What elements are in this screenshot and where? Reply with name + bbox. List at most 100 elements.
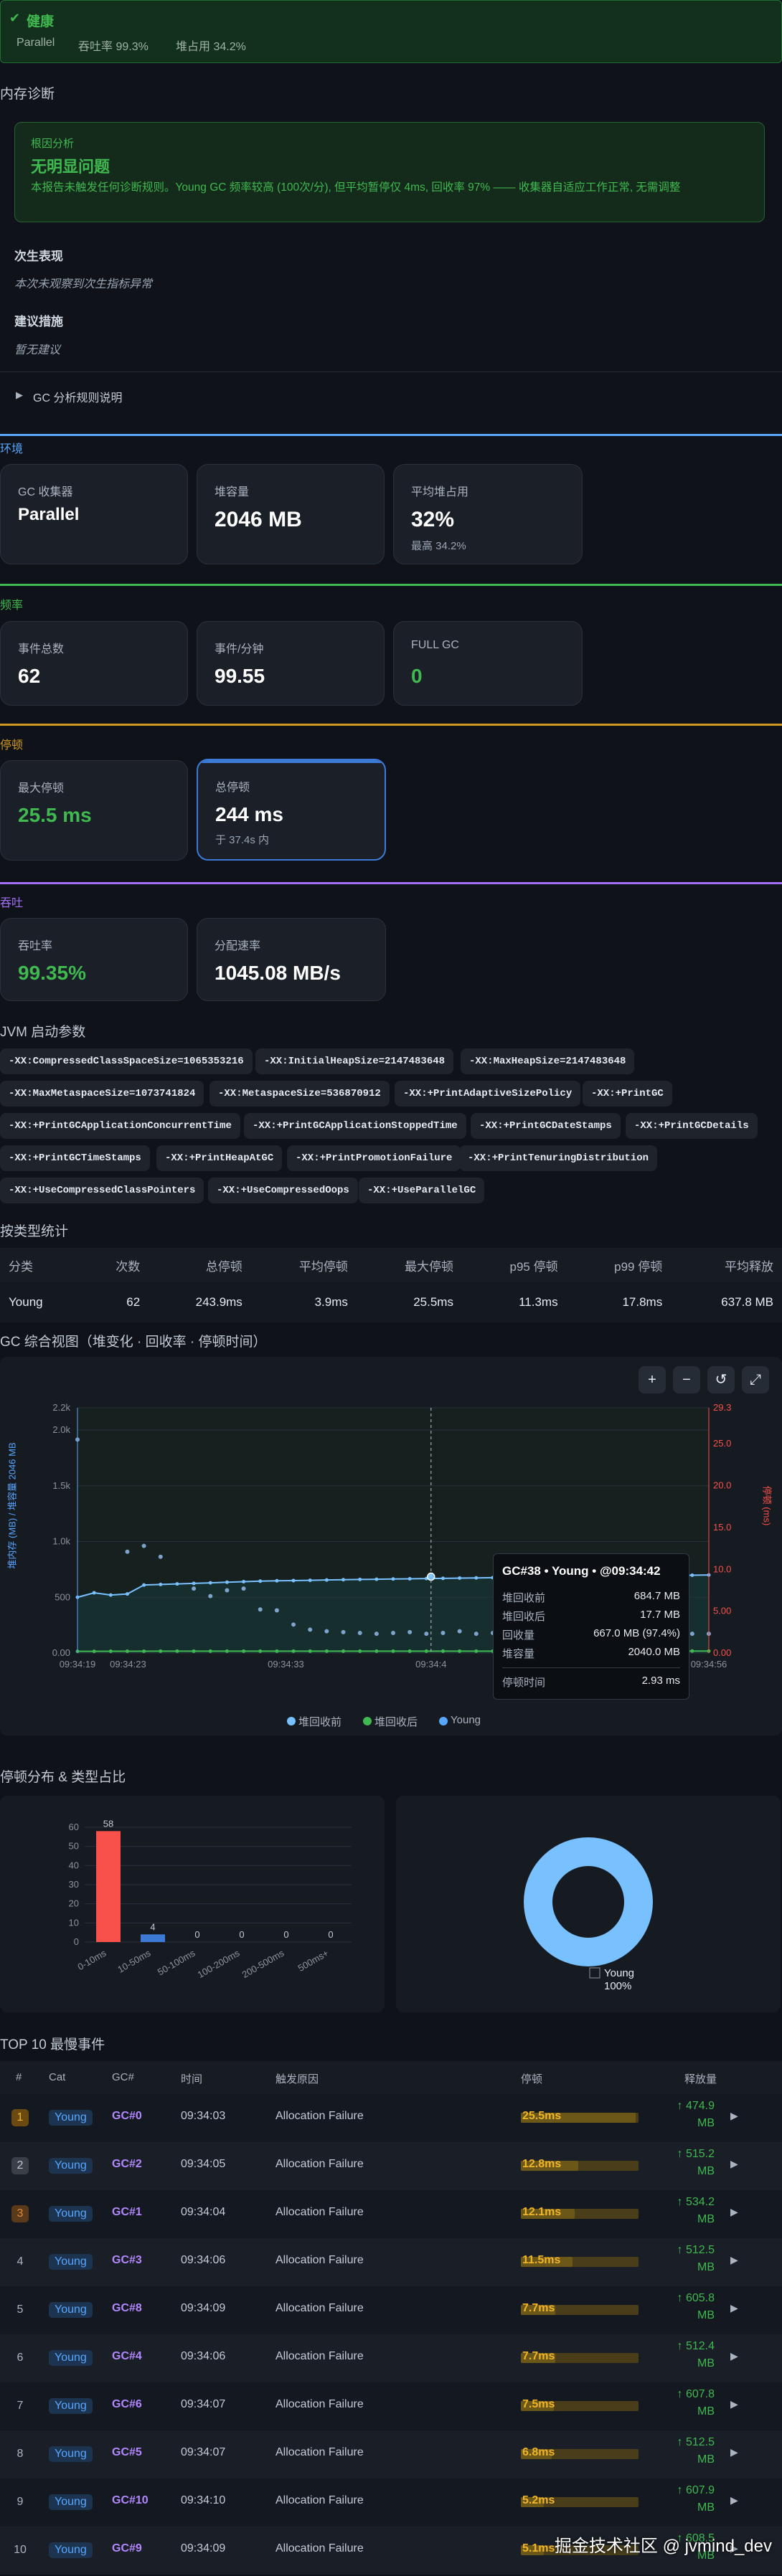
table-row[interactable]: 1 Young GC#0 09:34:03 Allocation Failure 25.5… bbox=[0, 2094, 782, 2142]
expand-icon[interactable]: ▶ bbox=[730, 2350, 738, 2362]
gc-id[interactable]: GC#10 bbox=[112, 2494, 149, 2506]
event-time: 09:34:10 bbox=[181, 2494, 226, 2506]
gc-id[interactable]: GC#6 bbox=[112, 2398, 142, 2410]
young-pause-point bbox=[274, 1608, 279, 1613]
health-title: 健康 bbox=[27, 14, 55, 29]
gc-id[interactable]: GC#0 bbox=[112, 2110, 142, 2122]
expand-icon[interactable]: ▶ bbox=[730, 2542, 738, 2554]
gc-id[interactable]: GC#4 bbox=[112, 2350, 142, 2362]
expand-icon[interactable]: ▶ bbox=[730, 2398, 738, 2410]
heap-after-point bbox=[175, 1649, 179, 1653]
young-pause-point bbox=[141, 1543, 146, 1548]
expand-icon[interactable]: ▶ bbox=[730, 2446, 738, 2458]
table-header-row: 分类 次数 总停顿 平均停顿 最大停顿 p95 停顿 p99 停顿 平均释放 bbox=[0, 1248, 782, 1282]
young-pause-point bbox=[391, 1630, 395, 1635]
legend-dot-young bbox=[439, 1717, 448, 1725]
expand-icon[interactable]: ▶ bbox=[730, 2110, 738, 2121]
young-pause-point bbox=[225, 1588, 230, 1593]
event-cause: Allocation Failure bbox=[275, 2158, 364, 2170]
heap-after-point bbox=[358, 1649, 362, 1653]
table-header: 触发原因 bbox=[275, 2073, 319, 2085]
metric-value: 1045.08 MB/s bbox=[215, 962, 341, 984]
bar-value-label: 0 bbox=[194, 1929, 199, 1940]
table-row[interactable]: 6 Young GC#4 09:34:06 Allocation Failure 7.7m… bbox=[0, 2334, 782, 2382]
table-row[interactable]: 7 Young GC#6 09:34:07 Allocation Failure 7.5m… bbox=[0, 2382, 782, 2430]
fullscreen-button[interactable]: ⤢ bbox=[742, 1366, 769, 1393]
expand-icon[interactable]: ▶ bbox=[730, 2158, 738, 2169]
gc-id[interactable]: GC#1 bbox=[112, 2206, 142, 2218]
pause-value: 5.2ms bbox=[522, 2494, 555, 2506]
expand-icon[interactable]: ▶ bbox=[730, 2494, 738, 2506]
reset-zoom-button[interactable]: ↺ bbox=[707, 1366, 735, 1393]
rules-toggle[interactable]: ▶ GC 分析规则说明 bbox=[0, 371, 782, 420]
freed-value: ↑ 607.9 bbox=[677, 2484, 715, 2496]
x-tick-label: 500ms+ bbox=[296, 1948, 331, 1974]
metric-label: 最大停顿 bbox=[18, 782, 65, 795]
event-time: 09:34:04 bbox=[181, 2206, 226, 2218]
y-tick-label: 40 bbox=[69, 1860, 79, 1870]
pause-bar-chart[interactable]: 0 10 20 30 40 50 60 58 0-10ms 4 10-50ms 0 50-100ms 0 1… bbox=[0, 1796, 385, 2012]
pause-card-total[interactable]: 总停顿 244 ms 于 37.4s 内 bbox=[197, 759, 386, 861]
table-row[interactable]: 3 Young GC#1 09:34:04 Allocation Failure 12.1… bbox=[0, 2190, 782, 2238]
gc-id[interactable]: GC#2 bbox=[112, 2158, 142, 2170]
expand-icon[interactable]: ▶ bbox=[730, 2254, 738, 2265]
young-pause-point bbox=[241, 1586, 246, 1591]
freed-unit: MB bbox=[697, 2357, 715, 2369]
heap-after-point bbox=[258, 1649, 263, 1653]
bar bbox=[141, 1934, 165, 1942]
jvm-flag: -XX:+PrintGCApplicationConcurrentTime bbox=[0, 1113, 240, 1139]
gc-id[interactable]: GC#9 bbox=[112, 2542, 142, 2554]
expand-icon[interactable]: ▶ bbox=[730, 2302, 738, 2314]
table-row[interactable]: 5 Young GC#8 09:34:09 Allocation Failure 7.7m… bbox=[0, 2286, 782, 2334]
event-cause: Allocation Failure bbox=[275, 2398, 364, 2410]
heap-after-point bbox=[408, 1649, 412, 1653]
table-row[interactable]: 10 Young GC#9 09:34:09 Allocation Failure 5.1… bbox=[0, 2527, 782, 2575]
young-pause-point bbox=[441, 1630, 446, 1635]
table-row[interactable]: 9 Young GC#10 09:34:10 Allocation Failure 5.2… bbox=[0, 2478, 782, 2527]
expand-icon[interactable]: ▶ bbox=[730, 2206, 738, 2217]
table-cell: 62 bbox=[82, 1282, 149, 1322]
heap-before-point bbox=[408, 1576, 412, 1581]
zoom-out-button[interactable]: − bbox=[673, 1366, 700, 1393]
event-cause: Allocation Failure bbox=[275, 2494, 364, 2506]
x-tick-label: 100-200ms bbox=[196, 1947, 242, 1980]
gc-id[interactable]: GC#8 bbox=[112, 2302, 142, 2314]
event-cause: Allocation Failure bbox=[275, 2206, 364, 2218]
y-tick-label: 20 bbox=[69, 1898, 79, 1909]
rank-badge: 1 bbox=[11, 2109, 29, 2126]
event-cause: Allocation Failure bbox=[275, 2302, 364, 2314]
jvm-flag: -XX:+UseCompressedClassPointers bbox=[0, 1178, 204, 1203]
table-header: 释放量 bbox=[684, 2073, 717, 2085]
tooltip-row-value: 667.0 MB (97.4%) bbox=[593, 1627, 680, 1639]
zoom-in-button[interactable]: + bbox=[639, 1366, 666, 1393]
next-label: 次生表现 bbox=[14, 250, 63, 263]
pause-value: 5.1ms bbox=[522, 2542, 555, 2554]
legend-label[interactable]: Young bbox=[451, 1714, 481, 1726]
pause-dist-title: 停顿分布 & 类型占比 bbox=[0, 1770, 126, 1785]
heap-after-point bbox=[441, 1649, 445, 1653]
freed-value: ↑ 607.8 bbox=[677, 2388, 715, 2400]
legend-label[interactable]: 堆回收后 bbox=[374, 1716, 418, 1728]
tooltip-row-value: 2040.0 MB bbox=[628, 1646, 680, 1658]
legend-label[interactable]: 堆回收前 bbox=[298, 1716, 342, 1728]
heap-before-point bbox=[258, 1579, 263, 1583]
jvm-flag: -XX:MaxMetaspaceSize=1073741824 bbox=[0, 1081, 204, 1107]
pause-bar-fill bbox=[521, 2113, 636, 2123]
top10-title: TOP 10 最慢事件 bbox=[0, 2037, 105, 2052]
tp-card-rate: 吞吐率 99.35% bbox=[0, 918, 188, 1001]
heap-before-point bbox=[175, 1582, 179, 1586]
bar-value-label: 0 bbox=[239, 1929, 244, 1940]
watermark: 掘金技术社区 @ jvmind_dev bbox=[554, 2537, 772, 2556]
gc-id[interactable]: GC#3 bbox=[112, 2254, 142, 2266]
jvm-flag: -XX:+PrintGCDateStamps bbox=[471, 1113, 621, 1139]
gc-id[interactable]: GC#5 bbox=[112, 2446, 142, 2458]
heap-after-point bbox=[374, 1649, 379, 1653]
table-row[interactable]: 2 Young GC#2 09:34:05 Allocation Failure 12.8… bbox=[0, 2142, 782, 2190]
table-cell: 243.9ms bbox=[149, 1282, 251, 1322]
young-pause-point bbox=[424, 1632, 429, 1637]
table-row[interactable]: 4 Young GC#3 09:34:06 Allocation Failure 11.5… bbox=[0, 2238, 782, 2286]
young-pause-point bbox=[457, 1629, 462, 1634]
freed-unit: MB bbox=[697, 2213, 715, 2225]
table-row[interactable]: 8 Young GC#5 09:34:07 Allocation Failure 6.8m… bbox=[0, 2430, 782, 2478]
